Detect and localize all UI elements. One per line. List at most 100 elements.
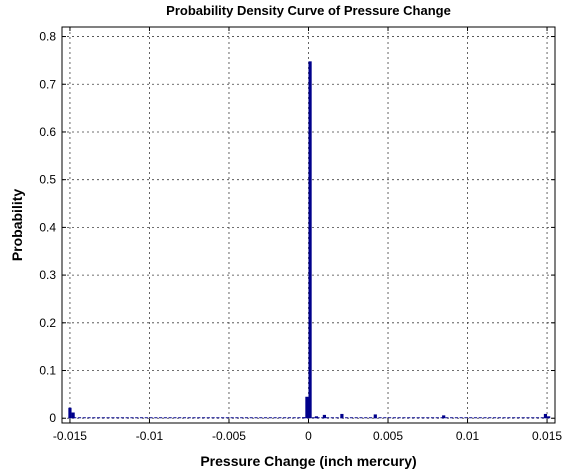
- noise-bar: [421, 417, 425, 419]
- noise-bar: [268, 417, 272, 419]
- noise-bar: [101, 417, 105, 419]
- bar: [340, 413, 344, 419]
- bar: [308, 61, 312, 419]
- noise-bar: [435, 417, 439, 419]
- noise-bar: [163, 417, 167, 419]
- noise-bar: [426, 417, 430, 419]
- noise-bar: [349, 417, 354, 419]
- noise-bar: [125, 417, 129, 419]
- y-tick-label: 0.4: [39, 220, 56, 234]
- noise-bar: [135, 417, 139, 419]
- x-tick-label: 0: [305, 429, 312, 443]
- noise-bar: [497, 417, 501, 419]
- noise-bar: [159, 417, 163, 419]
- noise-bar: [407, 417, 411, 419]
- noise-bar: [526, 417, 530, 419]
- noise-bar: [492, 417, 497, 419]
- noise-bar: [287, 417, 292, 419]
- noise-bar: [120, 417, 125, 419]
- noise-bar: [139, 417, 144, 419]
- noise-bar: [144, 417, 148, 419]
- noise-bar: [397, 417, 401, 419]
- noise-bar: [473, 417, 478, 419]
- noise-bar: [345, 417, 349, 419]
- noise-bar: [178, 417, 182, 419]
- noise-bar: [96, 417, 101, 419]
- noise-bar: [368, 417, 373, 419]
- noise-bar: [378, 417, 382, 419]
- noise-bar: [259, 417, 263, 419]
- noise-bar: [278, 417, 282, 419]
- noise-bar: [521, 417, 525, 419]
- x-axis-label: Pressure Change (inch mercury): [200, 453, 416, 469]
- x-tick-label: -0.005: [212, 429, 246, 443]
- chart-title: Probability Density Curve of Pressure Ch…: [166, 3, 451, 18]
- noise-bar: [263, 417, 268, 419]
- y-axis-label: Probability: [9, 189, 25, 262]
- noise-bar: [325, 417, 330, 419]
- noise-bar: [240, 417, 244, 419]
- noise-bar: [507, 417, 511, 419]
- noise-bar: [292, 417, 296, 419]
- noise-bar: [535, 417, 540, 419]
- noise-bar: [216, 417, 220, 419]
- y-tick-label: 0.3: [39, 268, 56, 282]
- noise-bar: [516, 417, 521, 419]
- noise-bar: [192, 417, 196, 419]
- y-tick-label: 0.6: [39, 125, 56, 139]
- noise-bar: [154, 417, 158, 419]
- x-tick-label: 0.01: [456, 429, 480, 443]
- noise-bar: [502, 417, 506, 419]
- y-tick-label: 0.2: [39, 316, 56, 330]
- bar: [322, 414, 326, 419]
- noise-bar: [531, 417, 535, 419]
- bar: [547, 416, 551, 419]
- noise-bar: [116, 417, 120, 419]
- noise-bar: [92, 417, 96, 419]
- bar: [543, 413, 548, 419]
- noise-bar: [173, 417, 177, 419]
- bar: [305, 396, 309, 419]
- bar: [71, 412, 75, 419]
- noise-bar: [182, 417, 187, 419]
- x-tick-label: -0.01: [136, 429, 164, 443]
- noise-bar: [359, 417, 363, 419]
- noise-bar: [297, 417, 301, 419]
- noise-bar: [411, 417, 416, 419]
- bar: [373, 414, 377, 419]
- noise-bar: [187, 417, 191, 419]
- bar: [314, 416, 319, 419]
- bar: [68, 407, 72, 419]
- bars-layer: [68, 61, 551, 419]
- bar: [302, 417, 306, 419]
- noise-bar: [249, 417, 253, 419]
- noise-bar: [478, 417, 482, 419]
- noise-bar: [483, 417, 487, 419]
- x-tick-label: -0.015: [53, 429, 87, 443]
- noise-bar: [445, 417, 449, 419]
- noise-bar: [383, 417, 387, 419]
- y-tick-label: 0: [49, 411, 56, 425]
- noise-bar: [244, 417, 249, 419]
- noise-bar: [221, 417, 225, 419]
- ticks-layer: -0.015 -0.01 -0.005 0 0.005 0.01 0.015 0 0.1 0.2 0…: [39, 27, 562, 443]
- noise-bar: [454, 417, 458, 419]
- noise-bar: [416, 417, 420, 419]
- noise-bar: [430, 417, 435, 419]
- noise-bar: [254, 417, 258, 419]
- noise-bar: [330, 417, 334, 419]
- noise-bar: [206, 417, 210, 419]
- noise-bar: [388, 417, 392, 419]
- plot-frame: [61, 26, 556, 424]
- noise-bar: [230, 417, 234, 419]
- noise-bar: [469, 417, 473, 419]
- x-tick-label: 0.015: [532, 429, 562, 443]
- noise-bar: [77, 417, 82, 419]
- noise-bar: [364, 417, 368, 419]
- noise-bar: [111, 417, 115, 419]
- noise-bar: [450, 417, 454, 419]
- noise-bar: [201, 417, 206, 419]
- bar: [442, 415, 446, 419]
- y-tick-label: 0.1: [39, 364, 56, 378]
- noise-bar: [354, 417, 358, 419]
